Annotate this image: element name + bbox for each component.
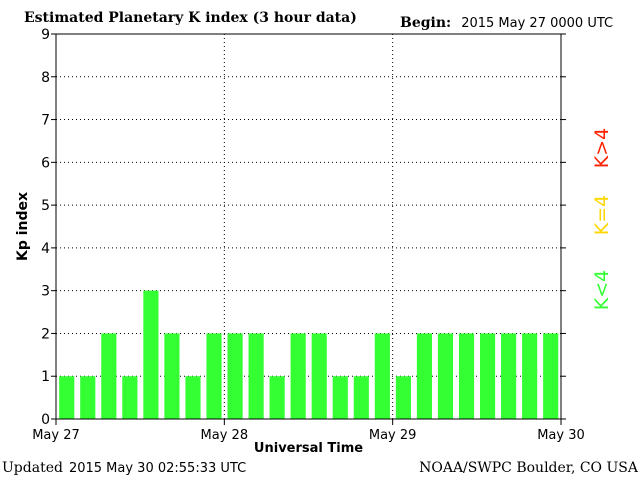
begin-label: Begin: <box>400 15 452 31</box>
kp-bar <box>501 333 517 419</box>
kp-bar <box>395 376 411 419</box>
x-axis-label: Universal Time <box>254 441 363 456</box>
y-tick-label: 8 <box>41 70 50 86</box>
updated-label: Updated <box>2 460 63 476</box>
kp-bar <box>416 333 433 419</box>
x-tick-label: May 29 <box>369 428 417 443</box>
kp-bar <box>59 376 75 419</box>
y-tick-label: 2 <box>41 326 50 342</box>
x-tick-label: May 27 <box>32 428 80 443</box>
kp-bar <box>101 333 117 419</box>
updated-value: 2015 May 30 02:55:33 UTC <box>68 461 247 476</box>
kp-bar <box>479 333 496 419</box>
kp-bar <box>206 333 222 419</box>
y-tick-label: 3 <box>41 284 50 300</box>
grid-layer <box>56 34 561 419</box>
kp-bar <box>248 333 264 419</box>
kp-bar <box>122 376 138 419</box>
y-tick-label: 9 <box>41 27 50 43</box>
x-tick-label: May 28 <box>201 428 249 443</box>
begin-info: Begin: 2015 May 27 0000 UTC <box>400 15 613 31</box>
kp-bar <box>143 290 159 419</box>
y-tick-label: 4 <box>41 241 50 257</box>
y-tick-label: 5 <box>41 198 50 214</box>
kp-bar <box>522 333 538 419</box>
x-tick-label: May 30 <box>537 428 585 443</box>
kp-bar <box>437 333 454 419</box>
kp-bar <box>311 333 327 419</box>
source-credit: NOAA/SWPC Boulder, CO USA <box>419 460 638 476</box>
kp-bar <box>458 333 475 419</box>
kp-bar <box>374 333 390 419</box>
labels-layer: 0 1 2 3 4 5 6 7 8 9 May 27 May 28 May 29 May 30 <box>32 27 585 443</box>
legend-item: K>4 <box>591 128 613 168</box>
kp-bar <box>543 333 559 419</box>
kp-bar <box>164 333 180 419</box>
updated-info: Updated 2015 May 30 02:55:33 UTC <box>2 460 246 476</box>
legend-item: K<4 <box>591 270 613 310</box>
kp-bar <box>227 333 243 419</box>
kp-bar <box>80 376 96 419</box>
kp-bar <box>290 333 306 419</box>
chart-title: Estimated Planetary K index (3 hour data… <box>24 10 357 26</box>
legend-item: K=4 <box>591 195 613 235</box>
begin-value: 2015 May 27 0000 UTC <box>461 16 614 31</box>
plot-frame <box>55 33 562 420</box>
kp-bar <box>269 376 285 419</box>
y-tick-label: 0 <box>41 412 50 428</box>
y-tick-label: 1 <box>41 369 50 385</box>
ticks-layer <box>51 33 566 425</box>
y-tick-label: 6 <box>41 155 50 171</box>
kp-bar <box>353 376 369 419</box>
y-axis-label: Kp index <box>15 192 31 261</box>
bars-layer <box>59 290 559 419</box>
legend-layer: K<4 K=4 K>4 <box>591 128 613 310</box>
kp-bar <box>332 376 348 419</box>
y-tick-label: 7 <box>41 113 50 129</box>
kp-bar <box>185 376 201 419</box>
